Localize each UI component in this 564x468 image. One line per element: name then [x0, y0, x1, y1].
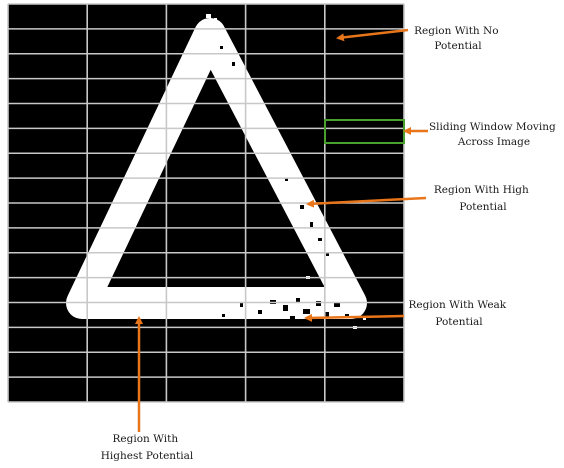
- arrow-high-potential: [306, 196, 427, 208]
- arrow-no-potential: [336, 28, 409, 42]
- label-weak-potential: Region With Weak Potential: [408, 299, 509, 328]
- label-highest-potential: Region With Highest Potential: [101, 433, 194, 462]
- label-high-potential: Region With High Potential: [434, 184, 532, 213]
- arrow-weak-potential: [304, 313, 405, 322]
- label-no-potential: Region With No Potential: [414, 25, 502, 52]
- label-sliding-window: Sliding Window Moving Across Image: [429, 121, 559, 148]
